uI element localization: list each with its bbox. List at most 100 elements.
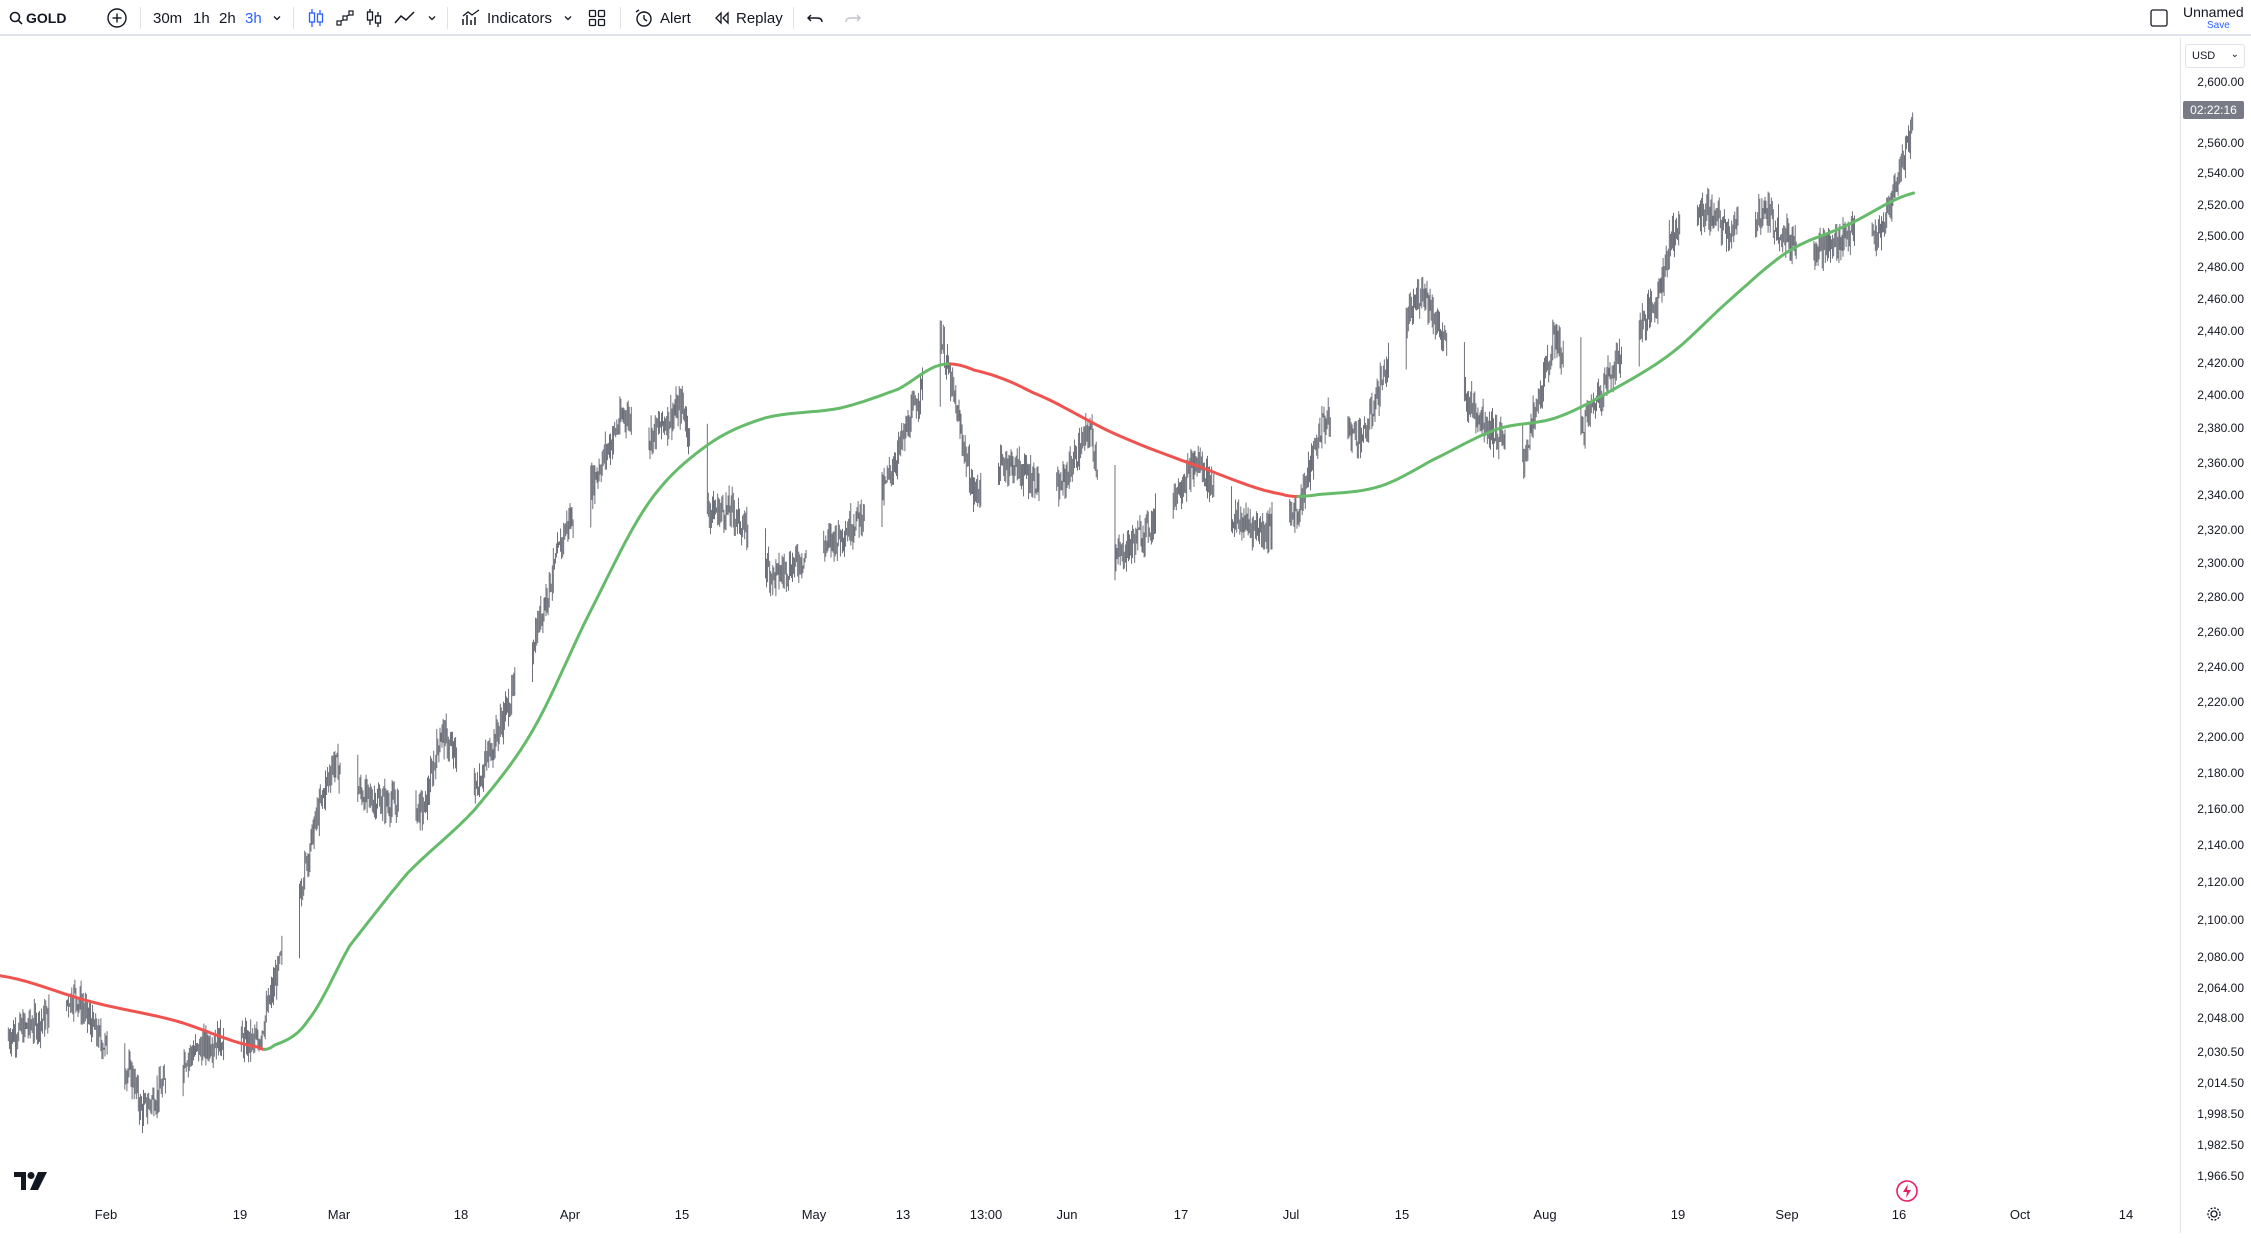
ma-segment-falling: [948, 362, 1300, 498]
layout-select-checkbox[interactable]: [2149, 0, 2169, 36]
time-axis-label: Jun: [1057, 1207, 1078, 1222]
replay-button[interactable]: Replay: [713, 0, 783, 36]
alert-label: Alert: [660, 9, 691, 27]
rewind-icon: [715, 11, 729, 25]
price-candles: [7, 112, 1914, 1134]
tradingview-logo-icon: [14, 1172, 47, 1190]
top-toolbar: GOLD 30m 1h 2h 3h Indicators Alert R: [0, 0, 2251, 36]
checkbox-icon: [2150, 9, 2168, 27]
price-axis-label: 2,120.00: [2197, 875, 2244, 889]
timeframe-1h[interactable]: 1h: [193, 9, 210, 27]
indicators-dropdown[interactable]: [563, 0, 573, 36]
chart-type-dropdown[interactable]: [427, 0, 437, 36]
time-axis-label: Oct: [2010, 1207, 2031, 1222]
timeframe-30m[interactable]: 30m: [153, 9, 183, 27]
undo-button[interactable]: [806, 0, 824, 36]
price-axis-label: 2,280.00: [2197, 590, 2244, 604]
price-axis-label: 2,360.00: [2197, 456, 2244, 470]
price-axis-label: 2,480.00: [2197, 260, 2244, 274]
price-axis-label: 2,540.00: [2197, 166, 2244, 180]
price-axis-label: 1,982.50: [2197, 1138, 2244, 1152]
time-axis-label: 18: [454, 1207, 468, 1222]
price-axis-label: 2,100.00: [2197, 913, 2244, 927]
price-axis-label: 2,014.50: [2197, 1076, 2244, 1090]
time-axis-label: 16: [1892, 1207, 1906, 1222]
bars-icon: [366, 9, 382, 27]
chart-settings-button[interactable]: [2206, 1206, 2222, 1227]
price-axis-label: 2,240.00: [2197, 660, 2244, 674]
price-axis-label: 2,500.00: [2197, 229, 2244, 243]
time-axis-label: 13: [896, 1207, 910, 1222]
price-axis-label: 2,080.00: [2197, 950, 2244, 964]
chart-type-line-button[interactable]: [393, 0, 417, 36]
tradingview-logo[interactable]: [14, 1172, 48, 1195]
price-axis-label: 2,400.00: [2197, 388, 2244, 402]
timeframe-3h[interactable]: 3h: [245, 9, 262, 27]
time-axis-label: May: [802, 1207, 827, 1222]
price-chart[interactable]: Feb 19 Mar 18 Apr 15 May 13 13:00 Jun 17 Jul 15 Aug 19…: [0, 38, 2180, 1233]
layout-templates-button[interactable]: [588, 0, 606, 36]
time-axis-label: Jul: [1283, 1207, 1300, 1222]
candles-icon: [308, 9, 324, 27]
plus-circle-icon: [107, 8, 127, 28]
price-axis-label: 2,260.00: [2197, 625, 2244, 639]
timeframe-2h[interactable]: 2h: [219, 9, 236, 27]
ma-segment-rising: [263, 362, 952, 1051]
lightning-button[interactable]: [1895, 1179, 1919, 1208]
price-axis-label: 2,600.00: [2197, 75, 2244, 89]
price-axis-label: 2,220.00: [2197, 695, 2244, 709]
redo-icon: [845, 14, 861, 23]
time-axis-label: 14: [2119, 1207, 2133, 1222]
chevron-down-icon: [428, 16, 436, 21]
chart-type-bars-button[interactable]: [365, 0, 383, 36]
chart-pane[interactable]: Feb 19 Mar 18 Apr 15 May 13 13:00 Jun 17 Jul 15 Aug 19…: [0, 38, 2180, 1233]
price-axis-label: 2,560.00: [2197, 136, 2244, 150]
symbol-search[interactable]: GOLD: [9, 0, 66, 36]
indicators-icon: [462, 9, 480, 25]
price-axis-label: 2,160.00: [2197, 802, 2244, 816]
undo-icon: [807, 14, 823, 23]
time-axis-label: Feb: [95, 1207, 117, 1222]
price-axis[interactable]: 2,600.002,580.002,560.002,540.002,520.00…: [2180, 38, 2251, 1233]
time-axis-label: Apr: [560, 1207, 581, 1222]
alert-button[interactable]: Alert: [634, 0, 691, 36]
save-label: Save: [2207, 20, 2230, 31]
time-axis-label: 17: [1174, 1207, 1188, 1222]
price-axis-label: 2,420.00: [2197, 356, 2244, 370]
price-axis-label: 2,200.00: [2197, 730, 2244, 744]
layout-name: Unnamed: [2183, 4, 2244, 20]
chevron-down-icon: ⌄: [2230, 49, 2239, 60]
price-axis-label: 2,180.00: [2197, 766, 2244, 780]
timeframe-dropdown[interactable]: [272, 0, 282, 36]
currency-selector[interactable]: USD ⌄: [2185, 44, 2245, 68]
indicators-button[interactable]: Indicators: [461, 0, 552, 36]
line-chart-icon: [394, 11, 415, 24]
price-axis-label: 2,064.00: [2197, 981, 2244, 995]
time-axis-label: 19: [1671, 1207, 1685, 1222]
price-axis-label: 2,380.00: [2197, 421, 2244, 435]
currency-label: USD: [2192, 50, 2216, 62]
price-axis-label: 2,340.00: [2197, 488, 2244, 502]
ma-segment-falling: [0, 974, 267, 1051]
price-axis-label: 2,520.00: [2197, 198, 2244, 212]
compare-button[interactable]: [106, 0, 128, 36]
price-axis-label: 2,030.50: [2197, 1045, 2244, 1059]
price-axis-label: 1,998.50: [2197, 1107, 2244, 1121]
step-line-icon: [336, 10, 354, 26]
price-axis-label: 2,048.00: [2197, 1011, 2244, 1025]
chevron-down-icon: [273, 16, 281, 21]
time-axis-label: 15: [675, 1207, 689, 1222]
time-axis-label: Mar: [328, 1207, 351, 1222]
time-axis-label: 13:00: [970, 1207, 1003, 1222]
time-axis-label: 19: [233, 1207, 247, 1222]
chart-type-line-break-button[interactable]: [335, 0, 355, 36]
layout-name-button[interactable]: Unnamed Save: [2183, 0, 2244, 36]
price-axis-label: 2,440.00: [2197, 324, 2244, 338]
chart-type-candles-button[interactable]: [307, 0, 325, 36]
search-icon: [9, 11, 23, 25]
alarm-clock-icon: [635, 9, 652, 27]
redo-button[interactable]: [844, 0, 862, 36]
price-axis-label: 2,460.00: [2197, 292, 2244, 306]
price-axis-label: 2,300.00: [2197, 556, 2244, 570]
indicators-label: Indicators: [487, 9, 553, 27]
